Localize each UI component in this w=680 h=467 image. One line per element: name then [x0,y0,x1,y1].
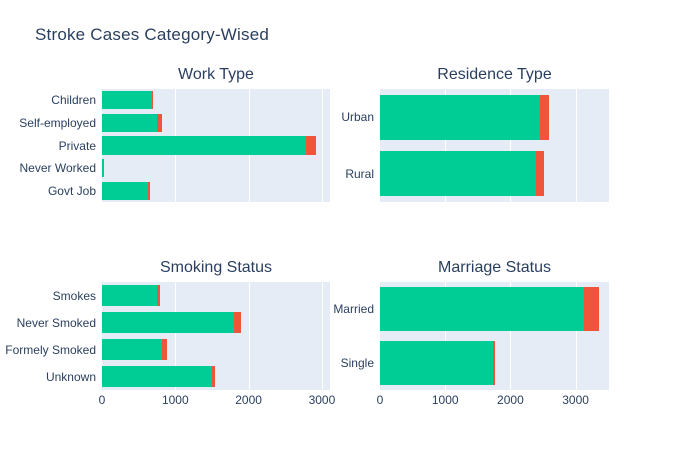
subplot-title-marriage-status: Marriage Status [438,259,551,276]
bar-segment-no-stroke[interactable] [102,113,158,132]
gridline [575,282,577,390]
y-axis-label-urban: Urban [341,110,374,125]
x-axis-tick-label: 1000 [161,393,189,407]
plot-area-work-type [102,89,330,202]
y-axis-label-formely-smoked: Formely Smoked [5,342,96,357]
subplot-title-work-type: Work Type [178,66,254,83]
bar-segment-stroke[interactable] [161,338,167,361]
gridline [510,282,512,390]
bar-segment-stroke[interactable] [584,287,599,331]
bar-segment-no-stroke[interactable] [102,311,235,334]
y-axis-label-single: Single [340,356,374,370]
figure-title: Stroke Cases Category-Wised [35,25,270,44]
bar-segment-stroke[interactable] [157,113,163,132]
plot-area-residence-type [380,89,609,202]
gridline [321,89,323,202]
bar-segment-stroke[interactable] [492,341,495,385]
y-axis-label-never-smoked: Never Smoked [16,315,96,330]
gridline [248,282,250,390]
bar-segment-no-stroke[interactable] [380,151,537,197]
gridline [510,89,512,202]
plot-area-marriage-status [380,282,609,390]
gridline [575,89,577,202]
bar-segment-stroke[interactable] [147,181,151,200]
y-axis-label-children: Children [51,93,96,108]
y-axis-label-never-worked: Never Worked [19,161,96,176]
bar-segment-no-stroke[interactable] [102,338,162,361]
bar-segment-no-stroke[interactable] [380,341,493,385]
gridline [175,282,177,390]
gridline [445,282,447,390]
bar-segment-stroke[interactable] [536,151,544,197]
bar-segment-no-stroke[interactable] [102,159,104,178]
bar-segment-no-stroke[interactable] [102,284,157,307]
y-axis-label-private: Private [58,138,96,153]
y-axis-label-smokes: Smokes [52,288,96,303]
bar-segment-stroke[interactable] [211,365,216,388]
gridline [321,282,323,390]
x-axis-tick-label: 3000 [308,393,336,407]
y-axis-label-rural: Rural [345,166,374,181]
y-axis-label-married: Married [333,302,374,316]
plot-area-smoking-status [102,282,330,390]
x-axis-tick-label: 1000 [431,393,459,407]
gridline [445,89,447,202]
x-axis-tick-label: 2000 [497,393,524,407]
bar-segment-no-stroke[interactable] [102,136,306,155]
bar-segment-stroke[interactable] [156,284,160,307]
x-axis-tick-label: 3000 [562,393,589,407]
y-axis-label-unknown: Unknown [45,369,96,384]
bar-segment-no-stroke[interactable] [102,365,212,388]
bar-segment-stroke[interactable] [540,94,550,140]
y-axis-label-govt-job: Govt Job [47,183,96,198]
bar-segment-no-stroke[interactable] [102,181,148,200]
bar-segment-no-stroke[interactable] [380,94,541,140]
x-axis-tick-label: 0 [376,393,384,407]
subplot-title-smoking-status: Smoking Status [159,259,273,276]
bar-segment-no-stroke[interactable] [380,287,585,331]
bar-segment-stroke[interactable] [234,311,241,334]
bar-segment-no-stroke[interactable] [102,91,153,110]
x-axis-tick-label: 2000 [235,393,262,407]
bar-segment-stroke[interactable] [305,136,317,155]
x-axis-tick-label: 0 [98,393,106,407]
subplot-title-residence-type: Residence Type [437,66,552,83]
y-axis-label-self-employed: Self-employed [19,115,96,130]
